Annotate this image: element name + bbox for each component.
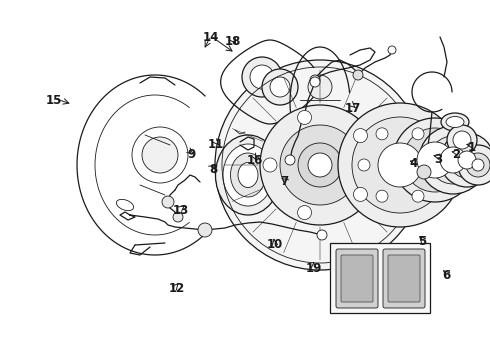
Circle shape bbox=[310, 75, 320, 85]
FancyBboxPatch shape bbox=[388, 255, 420, 302]
Circle shape bbox=[215, 60, 425, 270]
Circle shape bbox=[198, 223, 212, 237]
FancyBboxPatch shape bbox=[383, 249, 425, 308]
Circle shape bbox=[262, 69, 298, 105]
Ellipse shape bbox=[216, 135, 280, 215]
Text: 2: 2 bbox=[452, 148, 460, 161]
Circle shape bbox=[466, 153, 490, 177]
Ellipse shape bbox=[296, 166, 310, 184]
Circle shape bbox=[280, 125, 360, 205]
Circle shape bbox=[353, 129, 368, 143]
Text: 19: 19 bbox=[305, 262, 322, 275]
Circle shape bbox=[388, 46, 396, 54]
Circle shape bbox=[458, 145, 490, 185]
Circle shape bbox=[412, 190, 424, 202]
Circle shape bbox=[393, 118, 477, 202]
Ellipse shape bbox=[283, 150, 323, 200]
Text: 8: 8 bbox=[209, 163, 217, 176]
Circle shape bbox=[417, 142, 453, 178]
Circle shape bbox=[353, 188, 368, 201]
Bar bbox=[330, 243, 430, 313]
Ellipse shape bbox=[223, 144, 273, 206]
Circle shape bbox=[352, 117, 448, 213]
Circle shape bbox=[440, 147, 466, 173]
Circle shape bbox=[242, 57, 282, 97]
Circle shape bbox=[472, 159, 484, 171]
Circle shape bbox=[353, 70, 363, 80]
Circle shape bbox=[308, 75, 332, 99]
Text: 10: 10 bbox=[266, 238, 283, 251]
Circle shape bbox=[378, 143, 422, 187]
Circle shape bbox=[173, 212, 183, 222]
Circle shape bbox=[430, 159, 442, 171]
Ellipse shape bbox=[238, 162, 258, 188]
Circle shape bbox=[440, 133, 490, 187]
Text: 6: 6 bbox=[442, 269, 450, 282]
FancyBboxPatch shape bbox=[341, 255, 373, 302]
Circle shape bbox=[250, 65, 274, 89]
Circle shape bbox=[142, 137, 178, 173]
Text: 4: 4 bbox=[410, 157, 418, 170]
Circle shape bbox=[297, 111, 312, 125]
Circle shape bbox=[270, 77, 290, 97]
Circle shape bbox=[458, 151, 476, 169]
Circle shape bbox=[285, 155, 295, 165]
Circle shape bbox=[376, 190, 388, 202]
Circle shape bbox=[419, 126, 487, 194]
Text: 7: 7 bbox=[280, 175, 288, 188]
Text: 12: 12 bbox=[168, 282, 185, 294]
Ellipse shape bbox=[291, 159, 316, 191]
Circle shape bbox=[263, 158, 277, 172]
Ellipse shape bbox=[441, 113, 469, 131]
Ellipse shape bbox=[275, 141, 330, 209]
Text: 14: 14 bbox=[202, 31, 219, 44]
Text: 3: 3 bbox=[435, 153, 442, 166]
Circle shape bbox=[297, 206, 312, 220]
Circle shape bbox=[310, 77, 320, 87]
Text: 16: 16 bbox=[246, 154, 263, 167]
Text: 11: 11 bbox=[207, 138, 224, 150]
Circle shape bbox=[453, 131, 471, 149]
Ellipse shape bbox=[230, 153, 266, 197]
FancyBboxPatch shape bbox=[336, 249, 378, 308]
Circle shape bbox=[308, 153, 332, 177]
Circle shape bbox=[317, 230, 327, 240]
Circle shape bbox=[417, 165, 431, 179]
Text: 18: 18 bbox=[224, 35, 241, 48]
Circle shape bbox=[298, 143, 342, 187]
Text: 13: 13 bbox=[173, 204, 190, 217]
Circle shape bbox=[260, 105, 380, 225]
Circle shape bbox=[376, 128, 388, 140]
Circle shape bbox=[447, 125, 477, 155]
Circle shape bbox=[358, 159, 370, 171]
Text: 15: 15 bbox=[46, 94, 62, 107]
Text: 9: 9 bbox=[187, 148, 195, 161]
Circle shape bbox=[449, 142, 485, 178]
Ellipse shape bbox=[116, 199, 134, 211]
Circle shape bbox=[338, 103, 462, 227]
Circle shape bbox=[306, 108, 334, 136]
Circle shape bbox=[412, 128, 424, 140]
Circle shape bbox=[162, 196, 174, 208]
Text: 5: 5 bbox=[418, 235, 426, 248]
Text: 1: 1 bbox=[467, 141, 475, 154]
Circle shape bbox=[132, 127, 188, 183]
Circle shape bbox=[403, 128, 467, 192]
Ellipse shape bbox=[446, 117, 464, 127]
Circle shape bbox=[429, 136, 477, 184]
Text: 17: 17 bbox=[344, 102, 361, 114]
